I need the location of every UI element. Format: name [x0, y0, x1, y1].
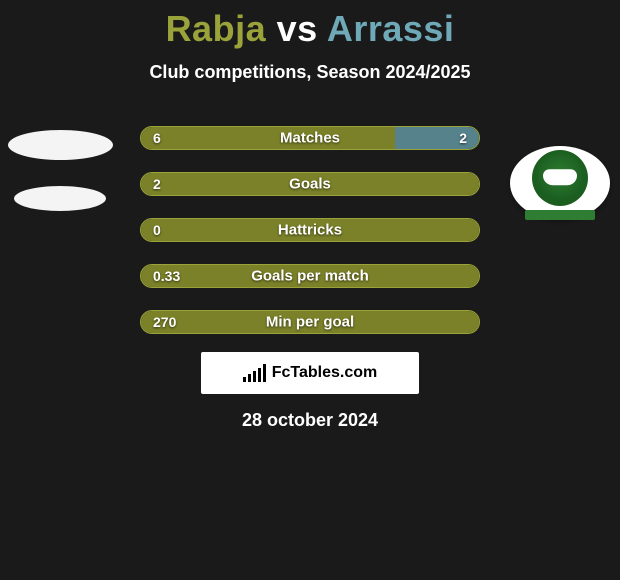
bar-row: 2Goals	[140, 172, 480, 196]
bar-label: Matches	[141, 130, 479, 147]
emblem-right: ★	[510, 120, 610, 220]
comparison-bars: 62Matches 2Goals 0Hattricks 0.33Goals per m…	[140, 126, 480, 334]
fctables-logo: FcTables.com	[201, 352, 419, 394]
bar-row: 62Matches	[140, 126, 480, 150]
bar-row: 0.33Goals per match	[140, 264, 480, 288]
title-left-name: Rabja	[166, 8, 267, 49]
page-title: Rabja vs Arrassi	[0, 8, 620, 50]
date-line: 28 october 2024	[0, 410, 620, 431]
subtitle: Club competitions, Season 2024/2025	[0, 62, 620, 83]
bar-row: 270Min per goal	[140, 310, 480, 334]
club-badge-icon: ★	[510, 146, 610, 220]
bar-label: Min per goal	[141, 314, 479, 331]
title-vs: vs	[277, 8, 318, 49]
title-right-name: Arrassi	[327, 8, 455, 49]
bar-label: Goals per match	[141, 268, 479, 285]
silhouette-icon	[14, 186, 106, 211]
bar-chart-icon	[243, 364, 266, 382]
logo-text: FcTables.com	[272, 364, 378, 382]
silhouette-icon	[8, 130, 113, 160]
bar-label: Hattricks	[141, 222, 479, 239]
ribbon-icon	[525, 210, 595, 220]
bar-label: Goals	[141, 176, 479, 193]
emblem-left	[10, 120, 110, 220]
bar-row: 0Hattricks	[140, 218, 480, 242]
crest-icon	[532, 150, 588, 206]
